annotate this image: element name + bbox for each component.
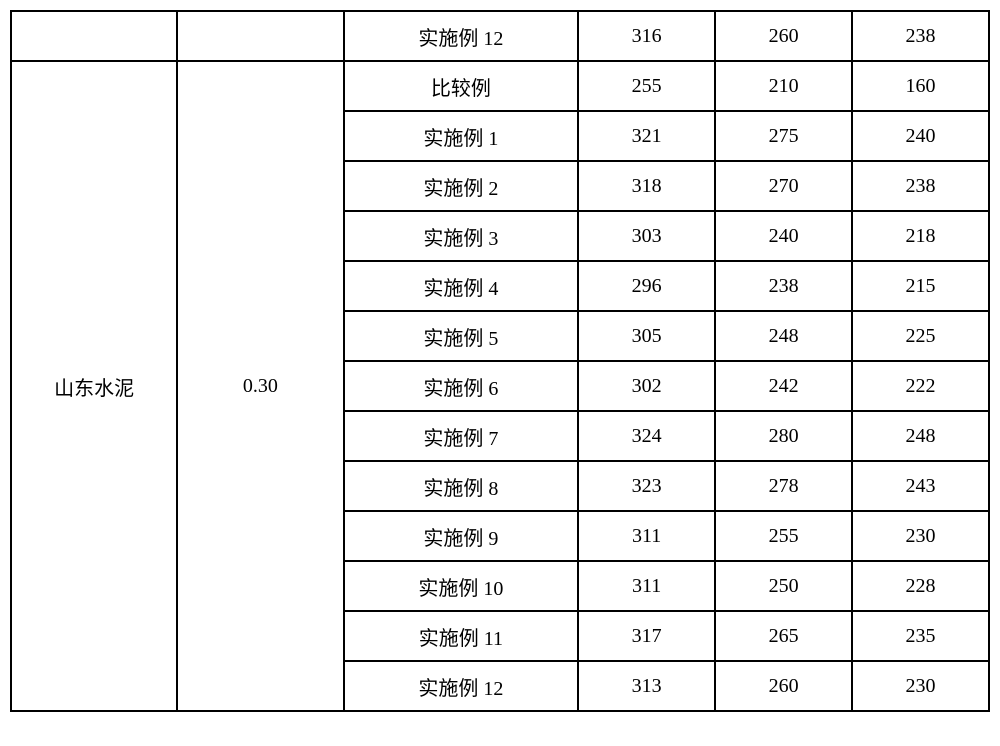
table-cell-value: 225 <box>852 311 989 361</box>
table-cell-value: 230 <box>852 661 989 711</box>
table-cell-value: 215 <box>852 261 989 311</box>
table-cell-value: 265 <box>715 611 852 661</box>
table-cell-value: 235 <box>852 611 989 661</box>
table-cell-value: 238 <box>852 11 989 61</box>
table-cell-value: 321 <box>578 111 715 161</box>
table-cell-value: 275 <box>715 111 852 161</box>
table-cell-value: 318 <box>578 161 715 211</box>
table-cell-label: 实施例 8 <box>344 461 579 511</box>
table-cell-value: 303 <box>578 211 715 261</box>
table-cell-label: 实施例 4 <box>344 261 579 311</box>
table-cell-label: 实施例 9 <box>344 511 579 561</box>
table-cell-label: 实施例 11 <box>344 611 579 661</box>
table-cell-label: 实施例 7 <box>344 411 579 461</box>
table-cell-value: 238 <box>852 161 989 211</box>
table-cell-label: 实施例 3 <box>344 211 579 261</box>
table-cell-value: 238 <box>715 261 852 311</box>
table-cell-label: 实施例 5 <box>344 311 579 361</box>
table-cell-value: 250 <box>715 561 852 611</box>
table-cell-value: 255 <box>715 511 852 561</box>
table-cell-value: 242 <box>715 361 852 411</box>
table-cell-value: 240 <box>852 111 989 161</box>
table-cell-empty <box>11 11 177 61</box>
table-cell-label: 比较例 <box>344 61 579 111</box>
table-cell-value: 243 <box>852 461 989 511</box>
table-cell-value: 316 <box>578 11 715 61</box>
table-cell-label: 实施例 12 <box>344 11 579 61</box>
table-row: 实施例 12 316 260 238 <box>11 11 989 61</box>
table-cell-value: 270 <box>715 161 852 211</box>
table-cell-value: 311 <box>578 561 715 611</box>
table-cell-merged-ratio: 0.30 <box>177 61 343 711</box>
table-cell-value: 260 <box>715 11 852 61</box>
table-cell-value: 218 <box>852 211 989 261</box>
table-cell-value: 305 <box>578 311 715 361</box>
table-cell-value: 210 <box>715 61 852 111</box>
table-cell-value: 240 <box>715 211 852 261</box>
table-cell-value: 260 <box>715 661 852 711</box>
table-cell-value: 248 <box>852 411 989 461</box>
table-row: 山东水泥 0.30 比较例 255 210 160 <box>11 61 989 111</box>
table-cell-value: 317 <box>578 611 715 661</box>
table-cell-label: 实施例 12 <box>344 661 579 711</box>
table-container: 实施例 12 316 260 238 山东水泥 0.30 比较例 255 210… <box>10 10 990 712</box>
table-cell-value: 255 <box>578 61 715 111</box>
table-cell-merged-region: 山东水泥 <box>11 61 177 711</box>
table-cell-value: 296 <box>578 261 715 311</box>
table-cell-value: 313 <box>578 661 715 711</box>
table-cell-value: 302 <box>578 361 715 411</box>
table-cell-value: 324 <box>578 411 715 461</box>
data-table: 实施例 12 316 260 238 山东水泥 0.30 比较例 255 210… <box>10 10 990 712</box>
table-cell-value: 230 <box>852 511 989 561</box>
table-cell-value: 160 <box>852 61 989 111</box>
table-cell-value: 228 <box>852 561 989 611</box>
table-cell-value: 278 <box>715 461 852 511</box>
table-cell-value: 222 <box>852 361 989 411</box>
table-cell-value: 311 <box>578 511 715 561</box>
table-cell-label: 实施例 10 <box>344 561 579 611</box>
table-cell-label: 实施例 1 <box>344 111 579 161</box>
table-cell-value: 323 <box>578 461 715 511</box>
table-cell-value: 248 <box>715 311 852 361</box>
table-cell-label: 实施例 2 <box>344 161 579 211</box>
table-cell-label: 实施例 6 <box>344 361 579 411</box>
table-cell-empty <box>177 11 343 61</box>
table-cell-value: 280 <box>715 411 852 461</box>
